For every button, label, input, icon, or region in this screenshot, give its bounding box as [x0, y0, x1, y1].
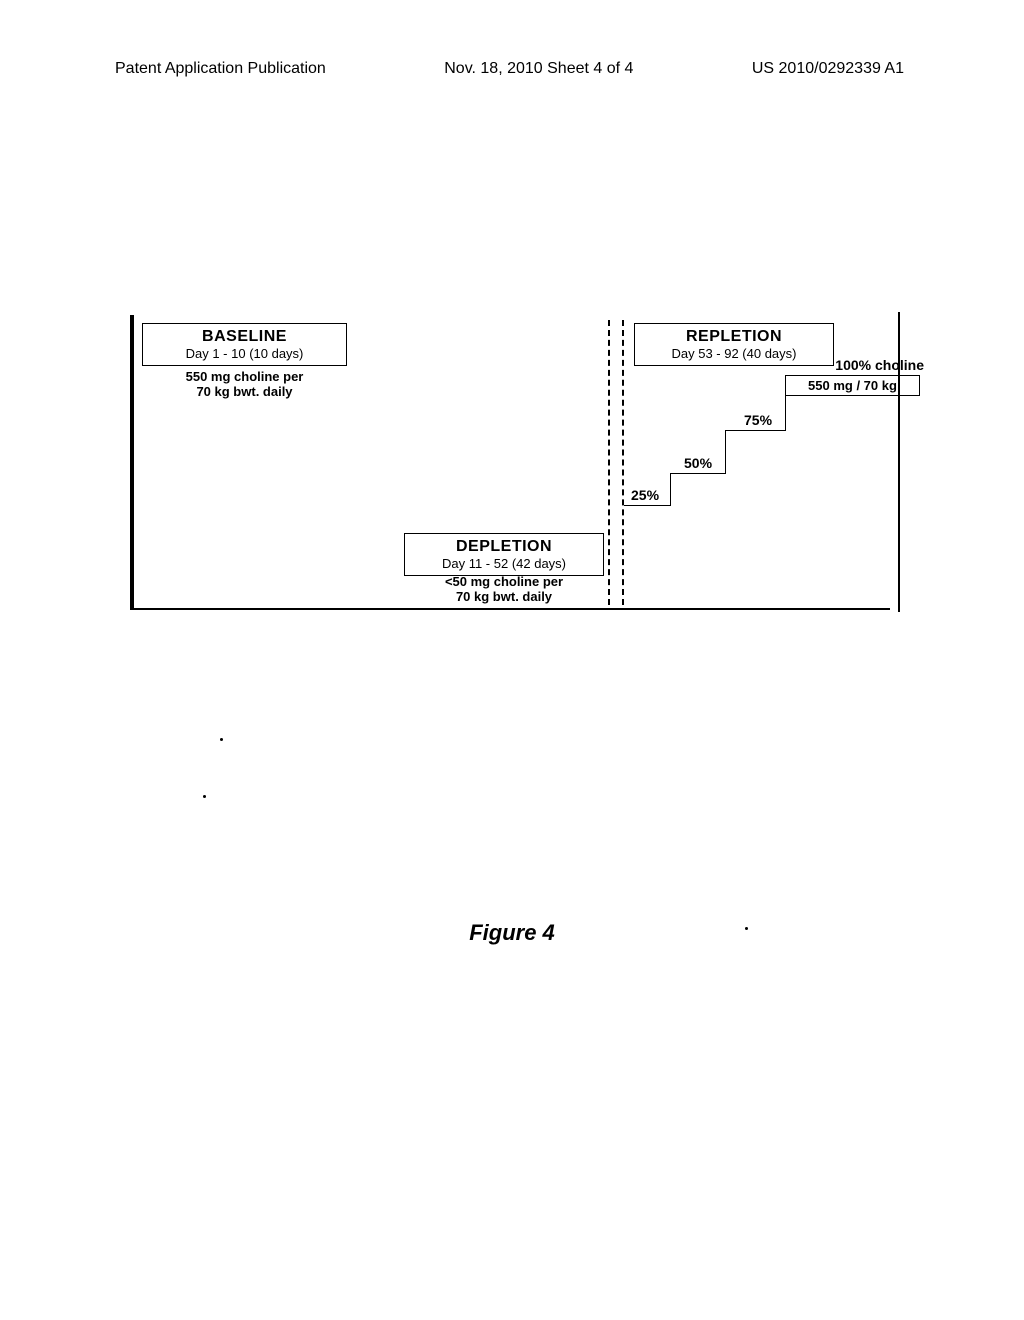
depletion-note: <50 mg choline per 70 kg bwt. daily [394, 575, 614, 605]
step-50-rise [725, 431, 726, 474]
phase-divider-dashed-1 [608, 320, 610, 605]
step-25-line [624, 505, 670, 506]
header-left: Patent Application Publication [115, 60, 326, 78]
step-25-rise [670, 474, 671, 506]
step-50-label: 50% [684, 455, 712, 471]
depletion-phase-inner: DEPLETION Day 11 - 52 (42 days) [404, 533, 604, 576]
phase-divider-dashed-2 [622, 320, 624, 605]
header-right: US 2010/0292339 A1 [752, 60, 904, 78]
page-header: Patent Application Publication Nov. 18, … [0, 60, 1024, 78]
baseline-title: BASELINE [147, 327, 342, 346]
baseline-note-line2: 70 kg bwt. daily [196, 384, 292, 399]
artifact-dot [203, 795, 206, 798]
depletion-title: DEPLETION [409, 537, 599, 556]
repletion-title: REPLETION [639, 327, 829, 346]
study-phase-diagram: BASELINE Day 1 - 10 (10 days) 550 mg cho… [130, 315, 890, 610]
step-50-line [670, 473, 725, 474]
step-100-value-box: 550 mg / 70 kg [785, 375, 920, 396]
repletion-phase: REPLETION Day 53 - 92 (40 days) [634, 323, 834, 366]
step-75-label: 75% [744, 412, 772, 428]
figure-caption: Figure 4 [0, 920, 1024, 946]
depletion-note-line1: <50 mg choline per [445, 574, 563, 589]
baseline-phase-inner: BASELINE Day 1 - 10 (10 days) [142, 323, 347, 366]
repletion-phase-inner: REPLETION Day 53 - 92 (40 days) [634, 323, 834, 366]
depletion-sub: Day 11 - 52 (42 days) [409, 556, 599, 572]
step-25-label: 25% [631, 487, 659, 503]
baseline-phase: BASELINE Day 1 - 10 (10 days) 550 mg cho… [142, 323, 347, 400]
step-100-label: 100% choline [814, 357, 924, 373]
baseline-note: 550 mg choline per 70 kg bwt. daily [142, 370, 347, 400]
repletion-sub: Day 53 - 92 (40 days) [639, 346, 829, 362]
baseline-sub: Day 1 - 10 (10 days) [147, 346, 342, 362]
header-center: Nov. 18, 2010 Sheet 4 of 4 [444, 60, 633, 78]
artifact-dot [220, 738, 223, 741]
baseline-note-line1: 550 mg choline per [186, 369, 304, 384]
step-75-line [725, 430, 785, 431]
depletion-phase: DEPLETION Day 11 - 52 (42 days) [404, 533, 604, 576]
artifact-dot [745, 927, 748, 930]
depletion-note-line2: 70 kg bwt. daily [456, 589, 552, 604]
